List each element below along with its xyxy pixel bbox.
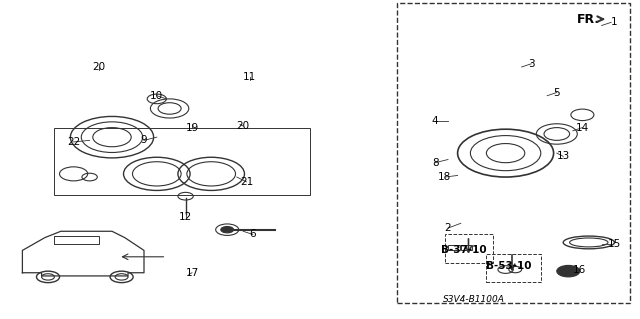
Text: 20: 20 [93, 62, 106, 72]
Text: 2: 2 [445, 223, 451, 233]
Text: 18: 18 [438, 172, 451, 182]
Text: 14: 14 [576, 122, 589, 133]
Bar [54, 128, 310, 195]
Text: 6: 6 [250, 229, 256, 240]
Bar [461, 245, 472, 250]
Text: 21: 21 [240, 177, 253, 187]
Text: 13: 13 [557, 151, 570, 161]
Bar [448, 245, 460, 250]
Text: 4: 4 [432, 116, 438, 126]
Text: 20: 20 [237, 121, 250, 131]
Text: 5: 5 [554, 87, 560, 98]
Text: 12: 12 [179, 212, 192, 222]
Bar [397, 3, 630, 303]
Circle shape [557, 265, 580, 277]
Text: 10: 10 [150, 91, 163, 101]
Text: S3V4-B1100A: S3V4-B1100A [443, 295, 504, 304]
Text: 8: 8 [432, 158, 438, 168]
Circle shape [221, 226, 234, 233]
Text: FR.: FR. [577, 13, 600, 26]
Text: 11: 11 [243, 71, 256, 82]
Text: 17: 17 [186, 268, 198, 278]
Text: B-37-10: B-37-10 [441, 245, 487, 256]
Text: 9: 9 [141, 135, 147, 145]
Bar [445, 234, 493, 263]
Text: 1: 1 [611, 17, 618, 27]
Text: B-53-10: B-53-10 [486, 261, 532, 271]
Text: 19: 19 [186, 122, 198, 133]
Text: 16: 16 [573, 264, 586, 275]
Text: 3: 3 [528, 59, 534, 69]
Bar [486, 254, 541, 282]
Text: 15: 15 [608, 239, 621, 249]
Text: 22: 22 [67, 137, 80, 147]
